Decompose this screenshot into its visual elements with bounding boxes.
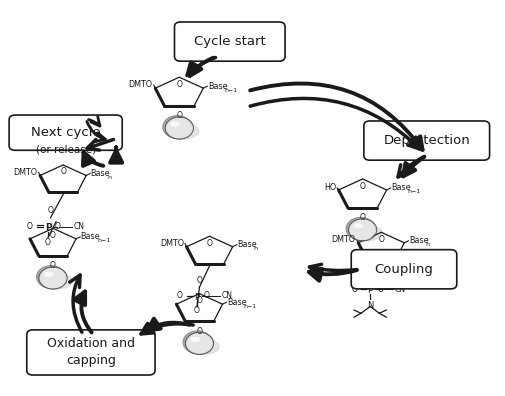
Text: Base: Base <box>91 169 111 178</box>
Text: O: O <box>360 213 366 222</box>
Text: O: O <box>50 261 56 270</box>
Text: Coupling: Coupling <box>375 263 433 276</box>
Text: O: O <box>60 168 66 176</box>
Text: O: O <box>194 306 200 315</box>
Ellipse shape <box>168 124 199 139</box>
Text: n−1: n−1 <box>244 304 257 308</box>
Text: O: O <box>50 231 56 240</box>
Text: n: n <box>254 246 258 251</box>
Circle shape <box>164 116 191 138</box>
Text: Base: Base <box>391 183 411 192</box>
Text: O: O <box>196 327 203 336</box>
Ellipse shape <box>188 339 219 354</box>
Text: O: O <box>207 239 213 248</box>
Circle shape <box>163 116 191 138</box>
Text: O: O <box>55 222 61 231</box>
Circle shape <box>350 220 375 239</box>
Text: O: O <box>47 206 54 215</box>
Circle shape <box>186 333 212 353</box>
Circle shape <box>38 267 65 288</box>
Text: Base: Base <box>81 232 100 241</box>
Ellipse shape <box>355 224 362 228</box>
Text: O: O <box>27 222 33 231</box>
Circle shape <box>184 331 212 353</box>
Circle shape <box>39 267 65 287</box>
Ellipse shape <box>41 273 73 289</box>
Text: Deprotection: Deprotection <box>383 134 470 147</box>
Ellipse shape <box>171 122 179 126</box>
Circle shape <box>164 117 191 138</box>
FancyBboxPatch shape <box>351 249 457 289</box>
Text: O: O <box>176 80 182 89</box>
Text: n−1: n−1 <box>408 189 421 194</box>
Text: CN: CN <box>221 291 232 300</box>
Circle shape <box>349 220 375 240</box>
Text: Base: Base <box>208 82 227 91</box>
Text: DMTO: DMTO <box>14 168 37 177</box>
Text: O: O <box>377 285 383 293</box>
Circle shape <box>350 221 375 239</box>
Text: n−1: n−1 <box>225 88 238 93</box>
Text: Cycle start: Cycle start <box>194 35 266 48</box>
Text: O: O <box>351 285 357 293</box>
Text: P: P <box>44 223 52 232</box>
Text: O: O <box>378 235 384 244</box>
Circle shape <box>184 332 212 353</box>
Text: O: O <box>45 238 51 247</box>
Text: O: O <box>360 182 366 190</box>
Circle shape <box>183 331 212 353</box>
Text: Base: Base <box>227 298 247 307</box>
Circle shape <box>167 118 191 137</box>
Circle shape <box>41 268 65 287</box>
Text: O: O <box>177 291 183 300</box>
Ellipse shape <box>351 225 382 241</box>
Circle shape <box>166 118 191 138</box>
Circle shape <box>165 117 191 138</box>
Circle shape <box>40 268 65 287</box>
Text: O: O <box>370 269 376 278</box>
Circle shape <box>37 266 65 288</box>
Ellipse shape <box>45 272 53 276</box>
Text: DMTO: DMTO <box>332 235 356 244</box>
Ellipse shape <box>191 337 199 341</box>
Text: (or release): (or release) <box>35 144 96 154</box>
Circle shape <box>37 266 65 288</box>
Text: O: O <box>196 276 203 285</box>
Circle shape <box>186 333 212 353</box>
Circle shape <box>347 219 375 240</box>
Text: Base: Base <box>237 240 257 249</box>
Text: P: P <box>194 293 199 301</box>
Circle shape <box>40 268 65 287</box>
Text: HO: HO <box>324 183 336 192</box>
FancyBboxPatch shape <box>27 330 155 375</box>
Circle shape <box>187 333 212 353</box>
Circle shape <box>166 118 191 138</box>
Circle shape <box>348 219 375 240</box>
Text: DMTO: DMTO <box>160 239 184 248</box>
Text: CN: CN <box>394 285 406 293</box>
FancyBboxPatch shape <box>9 115 122 150</box>
Text: DMTO: DMTO <box>129 80 153 89</box>
Circle shape <box>38 267 65 288</box>
Circle shape <box>167 119 191 137</box>
Circle shape <box>347 218 375 240</box>
Text: O: O <box>196 296 203 305</box>
Text: N: N <box>367 301 373 310</box>
Text: O: O <box>176 111 182 120</box>
FancyBboxPatch shape <box>364 121 489 160</box>
Circle shape <box>346 218 375 240</box>
Text: CN: CN <box>73 222 84 231</box>
Text: n: n <box>426 242 430 247</box>
Circle shape <box>349 219 375 240</box>
Text: O: O <box>204 291 210 300</box>
FancyBboxPatch shape <box>175 22 285 61</box>
Text: Base: Base <box>409 236 429 245</box>
Text: Oxidation and
capping: Oxidation and capping <box>47 337 135 367</box>
Circle shape <box>187 334 212 353</box>
Text: n−1: n−1 <box>97 238 111 243</box>
Text: Next cycle: Next cycle <box>31 126 100 139</box>
Text: P: P <box>368 286 373 295</box>
Circle shape <box>185 332 212 353</box>
Text: n: n <box>108 175 112 180</box>
